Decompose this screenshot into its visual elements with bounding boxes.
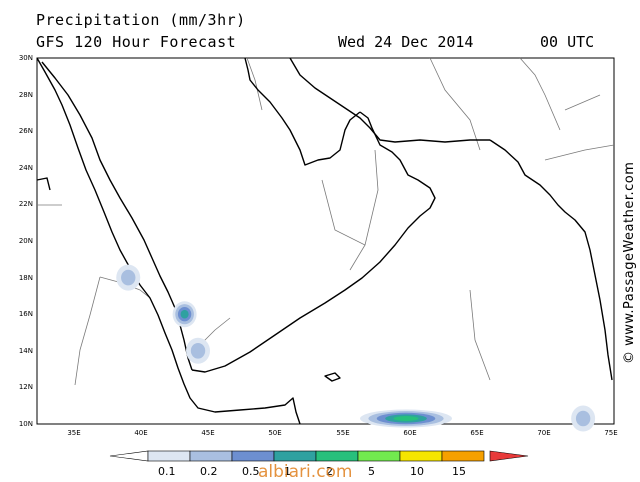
lon-label: 65E: [470, 429, 483, 437]
forecast-date: Wed 24 Dec 2014: [338, 33, 474, 51]
map-frame: [36, 57, 615, 425]
colorbar-label: 15: [452, 465, 466, 478]
lon-label: 75E: [604, 429, 617, 437]
lat-label: 22N: [19, 200, 33, 208]
map-subtitle: GFS 120 Hour Forecast: [36, 33, 237, 51]
colorbar-label: 0.1: [158, 465, 176, 478]
lat-label: 10N: [19, 420, 33, 428]
lat-label: 18N: [19, 274, 33, 282]
colorbar-label: 2: [326, 465, 333, 478]
colorbar: 0.1 0.2 0.5 1 2 5 10 15: [109, 450, 529, 478]
precip-contour: [393, 416, 419, 421]
lon-label: 60E: [403, 429, 416, 437]
colorbar-label: 5: [368, 465, 375, 478]
lon-axis: 35E 40E 45E 50E 55E 60E 65E 70E 75E: [67, 429, 617, 437]
colorbar-segment: [357, 450, 401, 462]
lat-label: 16N: [19, 310, 33, 318]
lon-label: 35E: [67, 429, 80, 437]
watermark: albiari.com: [258, 462, 353, 482]
lat-axis: 30N 28N 26N 24N 22N 20N 18N 16N 14N 12N …: [19, 54, 33, 428]
lat-label: 24N: [19, 164, 33, 172]
colorbar-segment: [315, 450, 359, 462]
colorbar-segment: [189, 450, 233, 462]
lat-label: 28N: [19, 91, 33, 99]
precipitation-layer: [116, 264, 596, 432]
colorbar-label: 0.2: [200, 465, 218, 478]
precip-contour: [190, 343, 206, 359]
lat-label: 20N: [19, 237, 33, 245]
lon-label: 55E: [336, 429, 349, 437]
precip-contour: [121, 269, 136, 286]
coastlines: [36, 57, 613, 425]
precip-contour: [180, 309, 189, 319]
forecast-time: 00 UTC: [540, 33, 595, 51]
country-borders: [37, 57, 615, 386]
colorbar-segment: [231, 450, 275, 462]
lon-label: 40E: [134, 429, 147, 437]
colorbar-segment: [273, 450, 317, 462]
lon-label: 70E: [537, 429, 550, 437]
precip-contour: [575, 410, 591, 427]
lat-label: 26N: [19, 127, 33, 135]
colorbar-label: 10: [410, 465, 424, 478]
colorbar-low-arrow: [109, 450, 149, 462]
lat-label: 12N: [19, 383, 33, 391]
credit-text: © www.PassageWeather.com: [622, 161, 637, 364]
colorbar-label: 1: [284, 465, 291, 478]
colorbar-label: 0.5: [242, 465, 260, 478]
lat-label: 30N: [19, 54, 33, 62]
lon-label: 50E: [268, 429, 281, 437]
colorbar-segment: [147, 450, 191, 462]
colorbar-segment: [441, 450, 485, 462]
lon-label: 45E: [201, 429, 214, 437]
lat-label: 14N: [19, 347, 33, 355]
colorbar-segment: [399, 450, 443, 462]
colorbar-high-arrow: [489, 450, 529, 462]
map-title: Precipitation (mm/3hr): [36, 11, 246, 29]
